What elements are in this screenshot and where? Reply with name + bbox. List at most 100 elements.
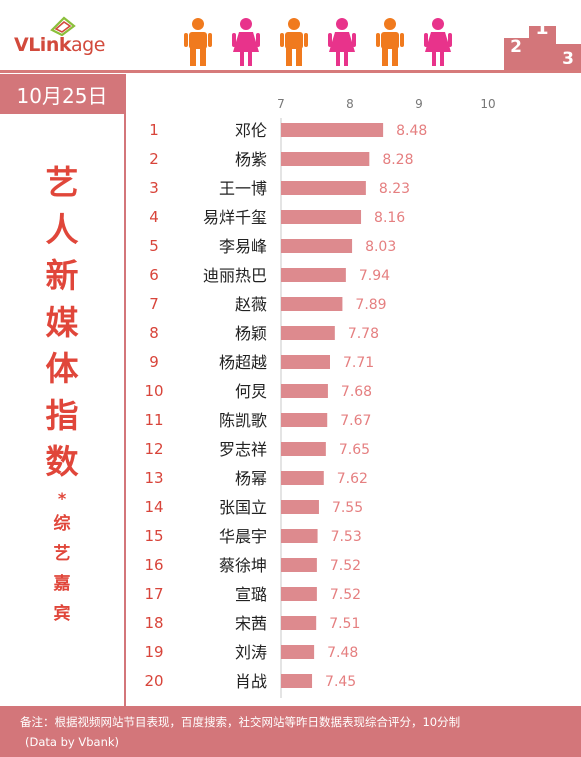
rank-label: 13 xyxy=(144,469,163,487)
rank-label: 12 xyxy=(144,440,163,458)
title-char: 媒 xyxy=(45,302,79,342)
data-label: 7.62 xyxy=(337,471,368,487)
rank-label: 10 xyxy=(144,382,163,400)
category-label: 陈凯歌 xyxy=(219,411,267,430)
logo-suffix: age xyxy=(71,34,105,56)
bar xyxy=(281,123,384,137)
bar xyxy=(281,645,315,659)
x-tick-label: 8 xyxy=(346,97,354,111)
subtitle-char: 嘉 xyxy=(53,573,71,594)
category-label: 邓伦 xyxy=(235,121,267,140)
data-label: 7.52 xyxy=(330,558,361,574)
bar xyxy=(281,616,317,630)
vertical-divider xyxy=(124,74,126,706)
category-label: 赵薇 xyxy=(235,295,267,314)
data-label: 7.71 xyxy=(343,355,374,371)
ranking-bar-chart: 7 8 9 10 1 邓伦 8.48 2 杨紫 8.28 3 王一博 8.23 4 易烊千玺 8.16 5 李易峰… xyxy=(144,97,496,698)
title-char: 新 xyxy=(45,256,79,295)
category-label: 易烊千玺 xyxy=(203,208,267,227)
logo-text: VLinkage xyxy=(14,34,105,56)
title-char: 指 xyxy=(45,395,79,435)
title-char: 体 xyxy=(45,349,79,388)
rank-label: 14 xyxy=(144,498,163,516)
x-tick-label: 10 xyxy=(480,97,495,111)
x-tick-label: 9 xyxy=(415,97,423,111)
footer-note: 备注：根据视频网站节目表现，百度搜索，社交网站等昨日数据表现综合评分，10分制 … xyxy=(0,706,581,757)
male-person-icon xyxy=(376,18,404,66)
bar xyxy=(281,152,370,166)
rank-label: 8 xyxy=(149,324,159,342)
category-label: 杨紫 xyxy=(235,150,267,169)
rank-label: 7 xyxy=(149,295,159,313)
bar xyxy=(281,181,366,195)
data-label: 8.03 xyxy=(365,239,396,255)
bar xyxy=(281,326,335,340)
data-label: 7.68 xyxy=(341,384,372,400)
male-person-icon xyxy=(184,18,212,66)
footer-note-line1: 备注：根据视频网站节目表现，百度搜索，社交网站等昨日数据表现综合评分，10分制 xyxy=(20,715,461,729)
subtitle-char: 宾 xyxy=(53,603,71,624)
logo-mark-icon xyxy=(50,16,76,36)
bar xyxy=(281,442,326,456)
data-label: 7.45 xyxy=(325,674,356,690)
rank-label: 4 xyxy=(149,208,159,226)
category-label: 蔡徐坤 xyxy=(219,556,267,575)
vlinkage-logo: VLinkage xyxy=(14,16,124,56)
rank-label: 5 xyxy=(149,237,159,255)
x-tick-label: 7 xyxy=(277,97,285,111)
category-label: 杨颖 xyxy=(235,324,267,343)
rank-label: 11 xyxy=(144,411,163,429)
female-person-icon xyxy=(232,18,260,66)
category-label: 宋茜 xyxy=(235,614,267,633)
title-char: 数 xyxy=(45,442,79,481)
category-label: 杨超越 xyxy=(219,353,267,372)
subtitle-char: 综 xyxy=(53,513,71,534)
data-label: 7.65 xyxy=(339,442,370,458)
logo-brand: VLink xyxy=(14,34,72,56)
rank-label: 20 xyxy=(144,672,163,690)
bar xyxy=(281,471,324,485)
rank-label: 18 xyxy=(144,614,163,632)
data-label: 7.78 xyxy=(348,326,379,342)
rank-label: 15 xyxy=(144,527,163,545)
category-label: 宣璐 xyxy=(235,585,267,604)
category-label: 华晨宇 xyxy=(219,527,267,546)
data-label: 7.67 xyxy=(340,413,371,429)
data-label: 7.55 xyxy=(332,500,363,516)
category-label: 王一博 xyxy=(219,179,267,198)
data-label: 7.48 xyxy=(327,645,358,661)
category-label: 李易峰 xyxy=(219,237,267,256)
bar xyxy=(281,413,328,427)
bar xyxy=(281,297,343,311)
data-label: 7.52 xyxy=(330,587,361,603)
title-char: 人 xyxy=(45,209,79,249)
header-rule xyxy=(0,70,581,73)
bar xyxy=(281,239,353,253)
bar xyxy=(281,268,346,282)
bar xyxy=(281,210,362,224)
category-label: 罗志祥 xyxy=(219,440,267,459)
subtitle-char: 艺 xyxy=(53,543,71,564)
date-label: 10月25日 xyxy=(0,74,124,114)
data-label: 7.51 xyxy=(329,616,360,632)
rank-label: 3 xyxy=(149,179,159,197)
category-label: 迪丽热巴 xyxy=(203,266,267,285)
rank-label: 1 xyxy=(149,121,159,139)
footer-note-line2: (Data by Vbank) xyxy=(25,735,120,749)
bar xyxy=(281,355,330,369)
podium-number-1: 1 xyxy=(535,17,548,39)
male-person-icon xyxy=(280,18,308,66)
podium-number-2: 2 xyxy=(510,37,522,57)
category-label: 张国立 xyxy=(219,498,267,517)
category-label: 肖战 xyxy=(235,672,267,691)
bar xyxy=(281,500,319,514)
data-label: 8.48 xyxy=(396,123,427,139)
rank-label: 9 xyxy=(149,353,159,371)
data-label: 8.28 xyxy=(382,152,413,168)
bar xyxy=(281,558,317,572)
rank-label: 2 xyxy=(149,150,159,168)
data-label: 7.53 xyxy=(331,529,362,545)
podium-number-3: 3 xyxy=(562,49,574,69)
rank-label: 6 xyxy=(149,266,159,284)
podium-icon: 2 1 3 xyxy=(504,17,581,70)
